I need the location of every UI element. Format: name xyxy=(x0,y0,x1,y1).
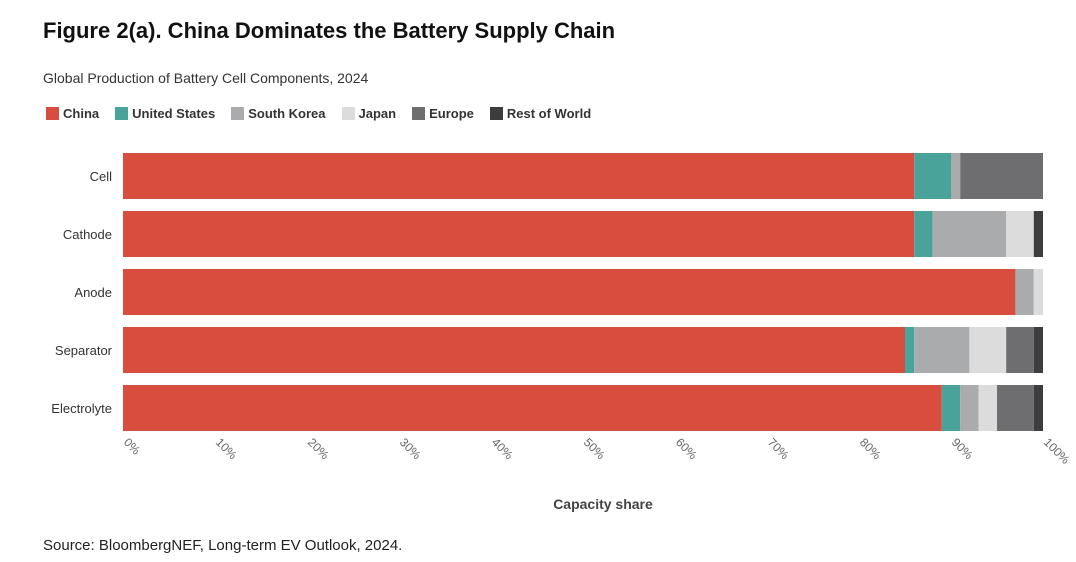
x-tick-label: 50% xyxy=(581,435,608,462)
bar-segment xyxy=(123,211,915,257)
y-tick-label: Cell xyxy=(90,169,113,184)
legend-label: Japan xyxy=(358,106,397,121)
bar-segment xyxy=(960,153,1043,199)
legend-item: Japan xyxy=(341,106,397,121)
bar-segment xyxy=(123,327,905,373)
legend-label: Europe xyxy=(429,106,474,121)
bar-segment xyxy=(914,211,933,257)
x-tick-label: 70% xyxy=(765,435,792,462)
bar-segment xyxy=(932,211,1007,257)
bar-segment xyxy=(123,153,915,199)
bar-segment xyxy=(1033,211,1043,257)
legend-item: Europe xyxy=(412,106,474,121)
legend-item: Rest of World xyxy=(489,106,592,121)
y-tick-label: Anode xyxy=(74,285,112,300)
bar-segment xyxy=(960,385,979,431)
bar-segment xyxy=(1006,211,1034,257)
bar-segment xyxy=(941,385,961,431)
chart-subtitle: Global Production of Battery Cell Compon… xyxy=(43,70,369,86)
y-tick-label: Cathode xyxy=(63,227,112,242)
bar-segment xyxy=(905,327,915,373)
x-tick-label: 0% xyxy=(121,435,143,457)
x-tick-label: 60% xyxy=(673,435,700,462)
bar-segment xyxy=(914,327,970,373)
legend-item: China xyxy=(46,106,99,121)
bar-segment xyxy=(978,385,997,431)
legend-label: China xyxy=(63,106,100,121)
bar-segment xyxy=(914,153,951,199)
x-tick-label: 30% xyxy=(397,435,424,462)
legend-swatch xyxy=(341,107,355,120)
x-axis-label: Capacity share xyxy=(553,496,653,512)
legend-swatch xyxy=(46,107,59,120)
y-tick-label: Separator xyxy=(55,343,113,358)
bar-segment xyxy=(997,385,1034,431)
legend-item: South Korea xyxy=(231,106,326,121)
x-tick-label: 80% xyxy=(857,435,884,462)
bar-segment xyxy=(1033,269,1043,315)
legend-label: Rest of World xyxy=(506,106,592,121)
x-tick-label: 20% xyxy=(305,435,332,462)
x-tick-label: 40% xyxy=(489,435,516,462)
legend-swatch xyxy=(489,107,503,120)
legend-swatch xyxy=(231,107,245,120)
x-tick-label: 10% xyxy=(213,435,240,462)
x-tick-label: 90% xyxy=(949,435,976,462)
bar-segment xyxy=(1033,327,1043,373)
legend-item: United States xyxy=(115,106,215,121)
y-tick-label: Electrolyte xyxy=(51,401,112,416)
source-note: Source: BloombergNEF, Long-term EV Outlo… xyxy=(43,537,403,554)
stacked-bar-chart: Cell Cathode Anode Separator Electrolyte 0% 10… xyxy=(51,153,1073,512)
bar-segment xyxy=(1033,385,1043,431)
legend-swatch xyxy=(412,107,426,120)
legend-label: United States xyxy=(132,106,216,121)
bar-segment xyxy=(969,327,1007,373)
x-tick-label: 100% xyxy=(1041,435,1073,467)
legend-label: South Korea xyxy=(248,106,326,121)
bar-segment xyxy=(951,153,961,199)
bar-segment xyxy=(1006,327,1034,373)
legend: China United States South Korea Japan Europe… xyxy=(46,106,591,121)
legend-swatch xyxy=(115,107,129,120)
chart-title: Figure 2(a). China Dominates the Battery… xyxy=(43,18,616,43)
bar-segment xyxy=(1015,269,1034,315)
bar-segment xyxy=(123,385,942,431)
bar-segment xyxy=(123,269,1016,315)
